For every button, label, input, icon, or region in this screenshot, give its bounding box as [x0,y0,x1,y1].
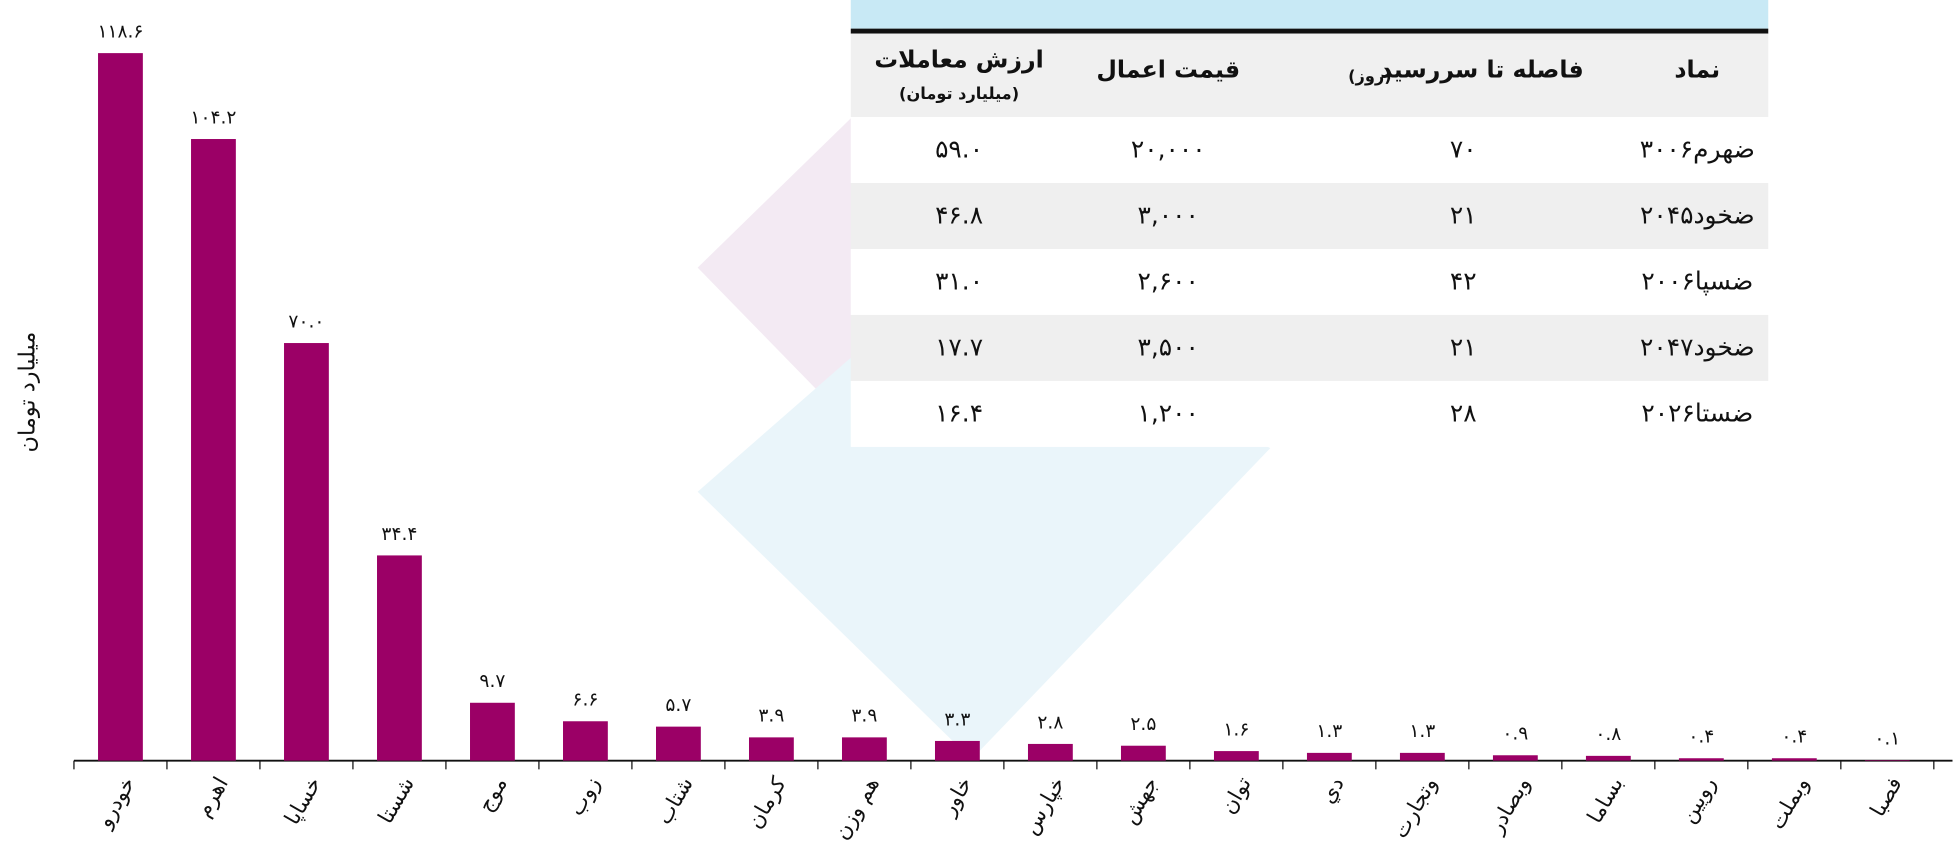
table-row-bg [850,380,1769,447]
x-tick-label: خودرو [91,772,140,832]
x-tick-label: وبصادر [1482,772,1534,838]
value-label: ۲.۸ [1037,712,1063,733]
x-tick-label: توان [1215,772,1256,818]
table-row-bg [850,248,1769,315]
value-label: ۰.۹ [1502,724,1528,745]
table-cell: ۱۶.۴ [935,399,983,428]
table-cell: ۵۹.۰ [935,135,983,164]
bar [1492,755,1538,761]
value-label: ۷۰.۰ [288,311,324,332]
bar [470,702,515,761]
table-cell: ۱۷.۷ [935,333,983,362]
value-label: ۳.۹ [758,706,784,727]
table-cell: ضسپا۲۰۰۶ [1641,267,1753,296]
bar [1306,752,1352,761]
table-cell: ۲۱ [1450,333,1477,362]
value-label: ۳۴.۴ [381,524,417,545]
x-tick-label: خساپا [279,772,326,828]
value-label: ۱۰۴.۲ [190,107,236,128]
bar [656,726,701,761]
header-label: فاصله تا سررسید [1380,55,1584,83]
bar [1771,758,1817,761]
x-tick-label: وتجارت [1387,772,1442,842]
value-label: ۰.۱ [1874,728,1900,749]
table-cell: ۱,۲۰۰ [1138,399,1199,428]
bar [934,740,980,761]
bar [1027,743,1073,761]
header-label: قیمت اعمال [1096,55,1240,83]
x-tick-label: خاور [935,772,977,820]
table-rule [850,28,1769,34]
table-cell: ضستا۲۰۲۶ [1641,399,1753,428]
bar [1678,758,1724,761]
x-tick-label: خپارس [1017,772,1070,838]
bar [1864,760,1910,761]
bar [377,555,422,761]
table-cell: ۴۶.۸ [935,201,983,230]
value-label: ۱۱۸.۶ [97,21,143,42]
table-cell: ۴۲ [1450,267,1477,296]
table-cell: ضخود۲۰۴۵ [1640,201,1755,230]
x-tick-label: فصبا [1865,772,1907,820]
table-cell: ۳,۰۰۰ [1138,201,1199,230]
x-tick-label: جهش [1116,772,1163,828]
x-tick-label: وبملت [1764,772,1814,833]
table-row-bg [850,117,1769,183]
bar [1213,751,1259,761]
table-header-bg [850,33,1769,118]
header-sub: (میلیارد تومان) [899,84,1019,103]
value-label: ۶.۶ [572,690,598,711]
bar [1399,752,1445,761]
table-cell: ۲,۶۰۰ [1138,267,1199,296]
value-label: ۹.۷ [479,671,505,692]
value-label: ۳.۹ [851,706,877,727]
x-tick-label: هم وزن [828,772,884,844]
value-label: ۰.۴ [1688,727,1714,748]
value-label: ۰.۸ [1595,724,1621,745]
bar [1120,745,1166,761]
x-tick-label: کرمان [742,772,792,833]
x-tick-label: اهرم [190,772,233,821]
bar [1585,755,1631,761]
x-tick-label: رويين [1675,772,1721,827]
x-tick-label: شستا [373,772,419,827]
table-row-bg [850,314,1769,381]
x-tick-label: شتاب [651,772,698,828]
bar [98,53,143,761]
bar [841,737,887,761]
value-label: ۱.۶ [1223,719,1249,740]
header-label: نماد [1674,55,1720,83]
y-axis-label: میلیارد تومان [14,332,40,453]
table-cell: ۳۱.۰ [935,267,983,296]
header-label: ارزش معاملات [874,46,1043,74]
table-cell: ۳,۵۰۰ [1138,333,1199,362]
table-banner [850,0,1769,29]
table-cell: ضهرم۳۰۰۶ [1640,135,1755,165]
bar [748,737,794,761]
table-cell: ۲۱ [1450,201,1477,230]
x-tick-label: دي [1314,772,1349,807]
value-label: ۱.۳ [1316,721,1342,742]
value-label: ۲.۵ [1130,714,1156,735]
table-cell: ضخود۲۰۴۷ [1640,333,1755,362]
value-label: ۱.۳ [1409,721,1435,742]
x-tick-label: بساما [1582,772,1628,827]
value-label: ۰.۴ [1781,727,1807,748]
x-tick-label: زوب [563,772,605,819]
table-cell: ۲۰,۰۰۰ [1131,135,1206,164]
bar [563,721,608,761]
header-sub: (روز) [1348,67,1392,86]
bar [284,343,329,761]
table-cell: ۷۰ [1450,135,1477,164]
value-label: ۳.۳ [944,709,970,730]
table-cell: ۲۸ [1450,399,1477,428]
value-label: ۵.۷ [665,695,691,716]
table-row-bg [850,183,1769,249]
x-tick-label: موج [472,772,512,816]
bar [191,139,236,761]
